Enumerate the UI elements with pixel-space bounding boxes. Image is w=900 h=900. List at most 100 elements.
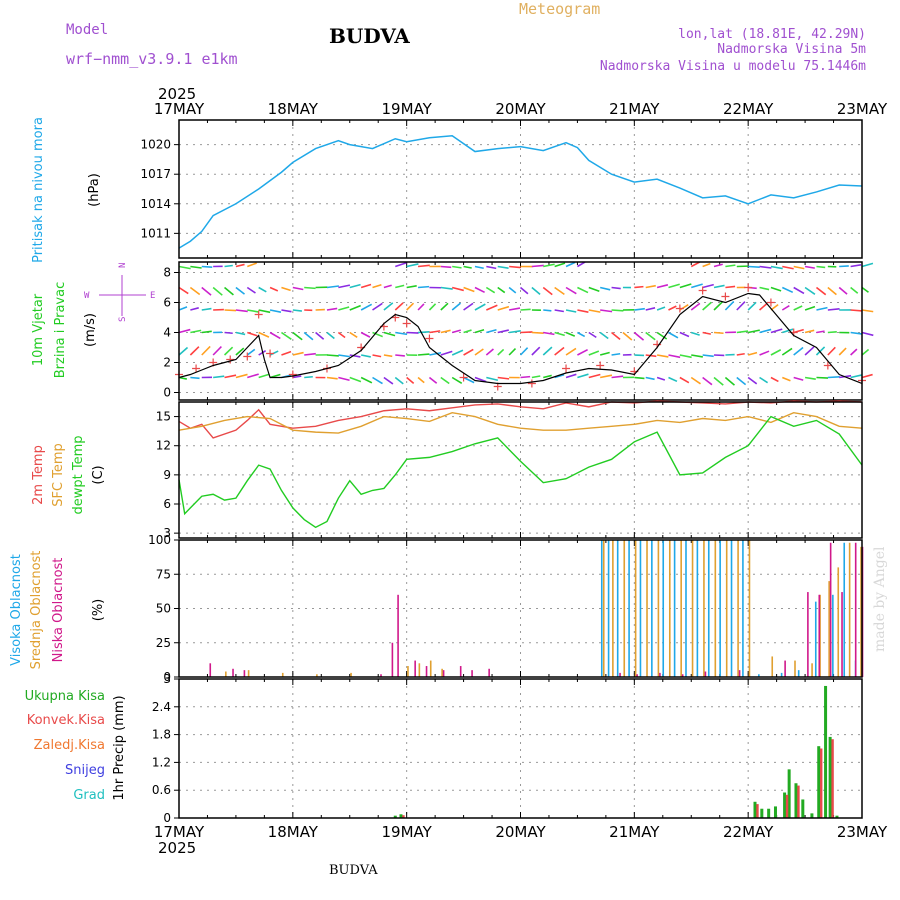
total-precip-bar — [801, 799, 805, 818]
wind-arrow — [509, 265, 521, 269]
mid-cloud-bar — [612, 540, 614, 677]
wind-arrow — [224, 286, 234, 296]
wind-arrow — [349, 354, 361, 358]
conv-precip-bar — [402, 815, 405, 818]
t2m-line — [178, 400, 863, 439]
total-precip-bar — [824, 685, 828, 818]
wind-arrow — [815, 346, 826, 356]
high-cloud-bar — [742, 540, 744, 677]
wind-gust-marker — [192, 364, 201, 373]
wind-arrow — [690, 376, 701, 385]
wind-arrow — [452, 265, 462, 269]
mid-cloud-bar — [725, 540, 728, 677]
wind-arrow — [827, 307, 840, 311]
low-cloud-bar — [818, 594, 821, 677]
mid-cloud-bar — [247, 670, 250, 677]
wind-arrow — [542, 286, 553, 296]
wind-arrow — [713, 263, 723, 268]
mid-cloud-bar — [860, 546, 862, 677]
y-tick-label: 1.2 — [152, 755, 171, 769]
wind-arrow — [656, 284, 669, 289]
wind-arrow — [486, 328, 497, 334]
wind-speed-line — [178, 292, 863, 385]
wind-arrow — [577, 286, 589, 294]
x-tick-label-top: 21MAY — [609, 100, 660, 118]
wind-arrow — [360, 376, 373, 384]
wind-arrow — [372, 331, 383, 338]
wind-arrow — [440, 286, 453, 290]
mid-cloud-bar — [828, 581, 830, 677]
wind-arrow — [349, 304, 361, 311]
wind-arrow — [691, 331, 700, 336]
wind-arrow — [429, 330, 441, 334]
low-cloud-bar — [442, 670, 445, 677]
y-tick-label: 12 — [156, 439, 171, 453]
wind-arrow — [451, 329, 461, 334]
y-tick-label: 1.8 — [152, 728, 171, 742]
legend-hail: Grad — [73, 788, 105, 803]
wind-arrow — [588, 373, 601, 379]
wind-arrow — [804, 265, 815, 269]
wind-gust-marker — [226, 355, 235, 364]
y-tick-label: 1017 — [140, 167, 171, 181]
low-cloud-bar — [397, 594, 399, 677]
high-cloud-bar — [673, 540, 676, 677]
low-cloud-bar — [471, 670, 473, 677]
wind-arrow — [702, 331, 711, 335]
wind-arrow — [224, 331, 233, 335]
high-cloud-bar — [628, 540, 630, 677]
mid-cloud-bar — [418, 663, 421, 677]
wind-arrow — [645, 284, 656, 289]
wind-arrow — [531, 286, 541, 295]
wind-arrow — [748, 329, 760, 334]
low-cloud-bar — [209, 663, 212, 677]
y-tick-label: 100 — [148, 533, 171, 547]
wind-arrow — [280, 331, 292, 340]
low-cloud-bar — [738, 670, 741, 677]
wind-arrow — [303, 331, 314, 341]
high-cloud-bar — [639, 540, 642, 677]
wind-arrow — [611, 352, 621, 356]
wind-gust-marker — [425, 334, 434, 343]
wind-arrow — [543, 263, 555, 268]
y-tick-label: 0 — [163, 670, 171, 684]
wind-arrow — [531, 264, 544, 268]
mid-cloud-bar — [737, 540, 739, 677]
mid-cloud-bar — [748, 540, 751, 677]
temp-unit: (C) — [91, 465, 106, 484]
wind-gust-marker — [823, 361, 832, 370]
wind-arrow — [201, 307, 212, 311]
dewpt-ylabel: dewpt Temp — [71, 435, 86, 514]
wind-arrow — [326, 376, 338, 380]
wind-arrow — [428, 376, 438, 384]
wind-arrow — [223, 346, 234, 356]
wind-arrow — [554, 331, 565, 337]
wind-arrow — [759, 286, 770, 291]
total-precip-bar — [753, 801, 757, 818]
cloud-unit: (%) — [91, 599, 106, 622]
wind-arrow — [713, 331, 724, 335]
high-cloud-bar — [730, 540, 733, 677]
wind-arrow — [463, 329, 472, 334]
y-tick-label: 0.6 — [152, 783, 171, 797]
conv-precip-bar — [820, 748, 823, 818]
wind-arrow — [600, 374, 613, 379]
wind-arrow — [554, 286, 565, 296]
wind-arrow — [429, 351, 442, 356]
wind-arrow — [463, 376, 475, 384]
wind-arrow — [383, 376, 394, 385]
wind-arrow — [247, 262, 257, 268]
wind-arrow — [326, 285, 339, 289]
wind-arrow — [452, 286, 464, 292]
wind-arrow — [588, 350, 600, 356]
wind-arrow — [600, 286, 611, 291]
wind-arrow — [440, 350, 453, 356]
wind-arrow — [565, 347, 577, 356]
wind-arrow — [213, 375, 225, 379]
conv-precip-bar — [831, 739, 834, 818]
mid-cloud-bar — [623, 540, 626, 677]
wind-arrow — [178, 306, 188, 311]
wind-arrow — [839, 265, 849, 268]
wind-arrow — [736, 301, 746, 311]
